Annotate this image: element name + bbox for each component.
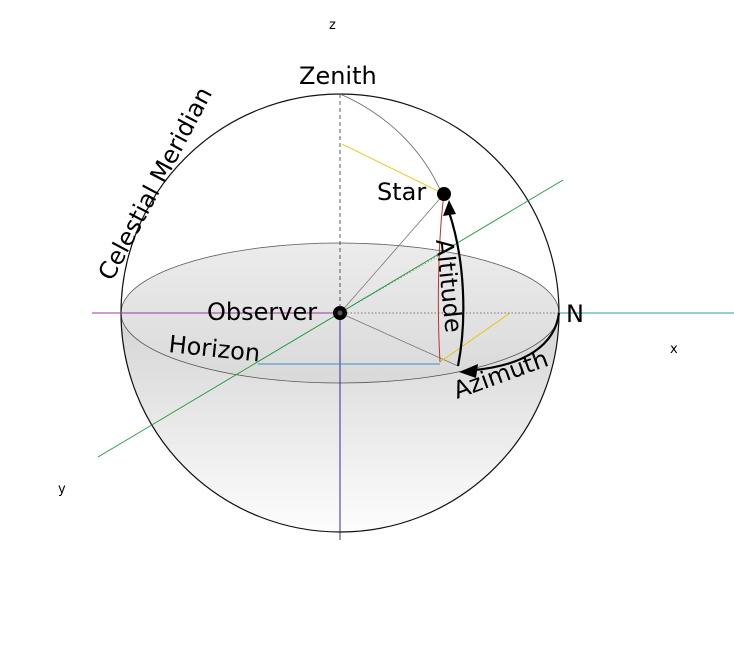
y-axis (97, 179, 564, 458)
axis-z-label: z (329, 18, 336, 33)
azimuth-arrowhead (459, 364, 478, 378)
zenith-label: Zenith (299, 62, 377, 90)
altitude-arc (447, 211, 465, 367)
azimuth-arc (474, 312, 561, 372)
observer-dot-highlight (337, 310, 343, 316)
axis-x-label: x (670, 342, 678, 357)
observer-horizon-line (339, 312, 459, 367)
star-label: Star (377, 178, 426, 206)
observer-star-line (339, 193, 445, 314)
altitude-arrowhead (443, 200, 456, 216)
altitude-vertical-line (437, 193, 445, 363)
celestial-meridian-label: Celestial Meridian (93, 82, 218, 284)
horizon-projection-line (439, 312, 511, 363)
observer-label: Observer (207, 298, 317, 326)
star-projection-line (341, 143, 445, 195)
star-dot-icon (437, 187, 451, 201)
north-label: N (566, 300, 584, 328)
axis-y-label: y (58, 482, 66, 497)
meridian-arc-to-star (339, 93, 443, 195)
